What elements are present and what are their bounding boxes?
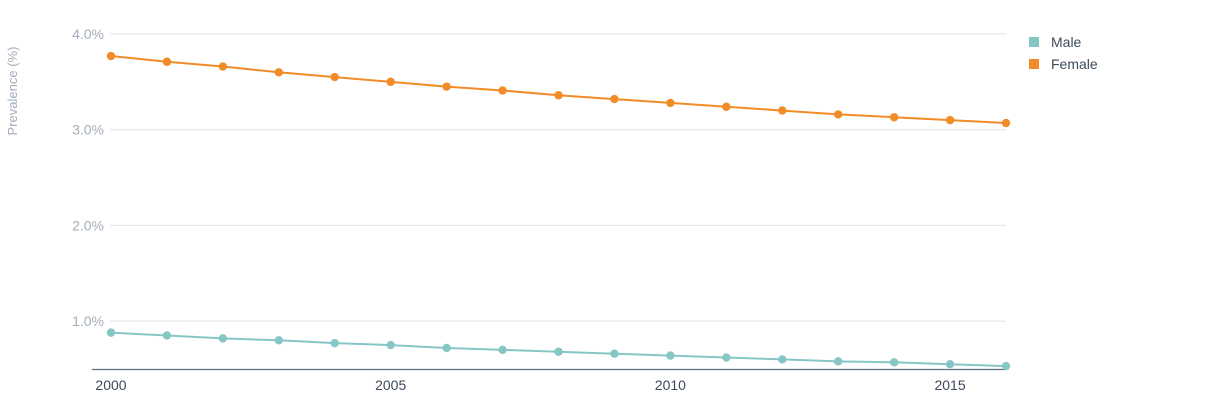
data-point-male[interactable] [833,357,843,366]
data-point-female[interactable] [274,68,284,77]
gridlines [110,33,1006,322]
x-tick-label: 2015 [934,377,965,393]
data-point-female[interactable] [386,77,395,87]
y-tick-label: 4.0% [72,26,104,42]
data-point-male[interactable] [330,338,339,348]
data-point-female[interactable] [722,102,731,111]
legend: Male Female [1029,34,1098,72]
series-female [106,51,1011,128]
data-point-female[interactable] [218,62,228,71]
data-point-male[interactable] [889,358,899,367]
data-point-male[interactable] [442,343,451,353]
data-point-female[interactable] [106,51,116,61]
y-tick-label: 2.0% [72,217,104,233]
legend-swatch [1029,37,1039,47]
data-point-female[interactable] [778,106,787,115]
x-axis-ticks: 2000 2005 2010 2015 [95,377,965,393]
x-tick-label: 2000 [95,377,126,393]
data-point-male[interactable] [162,331,172,340]
data-point-female[interactable] [442,82,451,91]
data-point-male[interactable] [106,328,116,337]
y-axis-ticks: 1.0% 2.0% 3.0% 4.0% [72,26,104,329]
data-point-female[interactable] [833,110,843,119]
x-tick-label: 2005 [375,377,406,393]
data-point-male[interactable] [498,345,507,355]
data-point-male[interactable] [554,347,563,356]
data-point-female[interactable] [162,57,172,66]
data-point-female[interactable] [945,115,955,125]
data-point-female[interactable] [889,113,899,122]
legend-label: Male [1051,34,1082,50]
data-point-female[interactable] [330,72,339,82]
y-axis-title: Prevalence (%) [5,47,20,136]
data-point-female[interactable] [1001,118,1011,128]
y-tick-label: 3.0% [72,122,104,138]
data-point-male[interactable] [386,340,395,350]
data-point-female[interactable] [666,98,675,108]
data-point-male[interactable] [1001,361,1011,371]
data-point-male[interactable] [274,336,284,345]
x-tick-label: 2010 [655,377,686,393]
data-point-male[interactable] [610,349,619,358]
legend-item-female[interactable]: Female [1029,56,1098,72]
data-point-male[interactable] [945,360,955,369]
data-point-male[interactable] [778,355,787,364]
series-layer [106,51,1011,371]
data-point-male[interactable] [722,353,731,362]
y-tick-label: 1.0% [72,313,104,329]
legend-swatch [1029,59,1039,69]
data-point-male[interactable] [666,351,675,360]
series-male [106,328,1011,371]
data-point-male[interactable] [218,334,228,343]
data-point-female[interactable] [498,86,507,95]
legend-label: Female [1051,56,1098,72]
series-line-female [110,55,1007,125]
data-point-female[interactable] [554,91,563,100]
legend-item-male[interactable]: Male [1029,34,1082,50]
data-point-female[interactable] [610,94,619,104]
